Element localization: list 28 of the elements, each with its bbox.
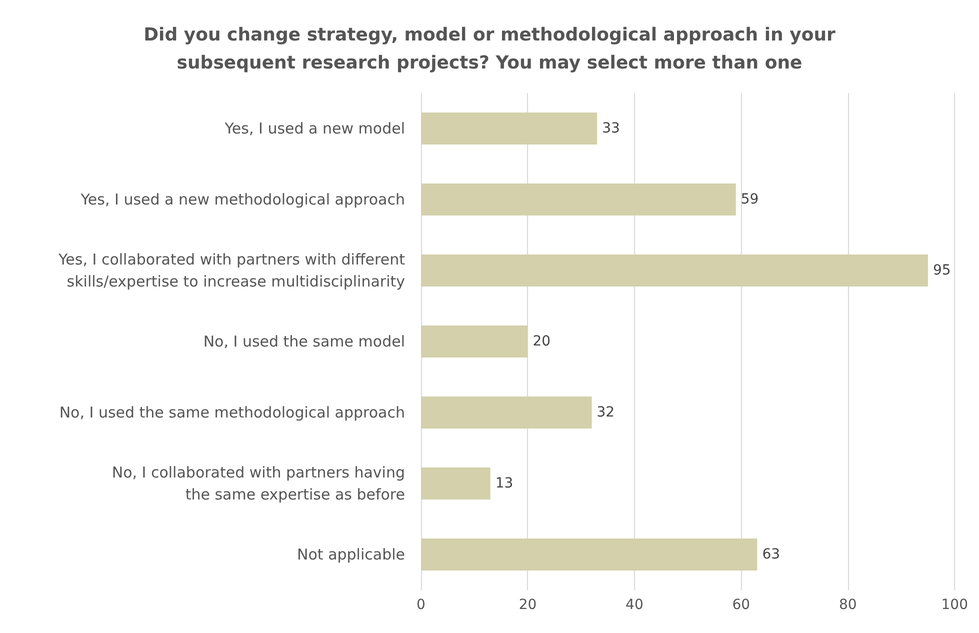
y-tick-label: No, I collaborated with partners having the same expertise as before (112, 464, 405, 504)
data-label: 32 (596, 404, 615, 420)
bar (421, 468, 490, 500)
y-tick-label: No, I used the same methodological approach (59, 404, 405, 422)
data-label: 13 (495, 476, 514, 492)
data-label: 20 (532, 334, 551, 350)
x-tick-label: 20 (518, 597, 537, 613)
data-label: 95 (932, 262, 951, 278)
bar (421, 184, 736, 216)
bar (421, 254, 928, 286)
x-tick-label: 100 (941, 597, 968, 613)
x-tick-label: 60 (732, 597, 750, 613)
bar (421, 112, 598, 144)
y-tick-label: Yes, I collaborated with partners with different skills/expertise to increase multidisciplinarity (58, 250, 406, 290)
x-tick-label: 40 (626, 597, 644, 613)
chart-title: Did you change strategy, model or methodological approach in your subsequent research projects? You may select more than one (144, 24, 836, 74)
bar (421, 396, 592, 428)
y-tick-label: Not applicable (297, 546, 405, 564)
data-label: 33 (602, 120, 620, 136)
y-tick-label: Yes, I used a new model (224, 120, 405, 138)
y-tick-label: Yes, I used a new methodological approach (80, 190, 405, 208)
data-label: 59 (740, 192, 759, 208)
x-tick-label: 0 (416, 597, 426, 613)
bar (421, 326, 528, 358)
y-tick-label: No, I used the same model (203, 332, 405, 350)
x-tick-label: 80 (838, 597, 857, 613)
data-label: 63 (762, 546, 780, 562)
bar (421, 538, 758, 570)
